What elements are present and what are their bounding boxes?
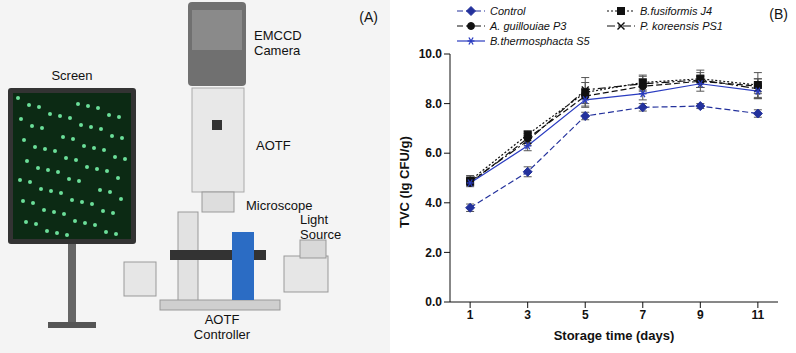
svg-text:2.0: 2.0 bbox=[425, 246, 442, 260]
svg-text:TVC (lg CFU/g): TVC (lg CFU/g) bbox=[397, 136, 412, 228]
svg-text:7: 7 bbox=[639, 308, 646, 322]
svg-text:AOTFController: AOTFController bbox=[194, 312, 251, 342]
html-text:Control: Control bbox=[490, 5, 526, 17]
svg-text:AOTF: AOTF bbox=[256, 138, 291, 153]
svg-text:3: 3 bbox=[524, 308, 531, 322]
html-text:P. koreensis PS1: P. koreensis PS1 bbox=[640, 20, 723, 32]
svg-text:Microscope: Microscope bbox=[246, 198, 312, 213]
html-text:B.fusiformis J4: B.fusiformis J4 bbox=[640, 5, 713, 17]
svg-text:Screen: Screen bbox=[51, 68, 92, 83]
svg-text:1: 1 bbox=[467, 308, 474, 322]
svg-text:EMCCDCamera: EMCCDCamera bbox=[254, 28, 302, 58]
svg-text:6.0: 6.0 bbox=[425, 146, 442, 160]
svg-text:9: 9 bbox=[697, 308, 704, 322]
svg-text:LightSource: LightSource bbox=[300, 212, 341, 242]
svg-text:4.0: 4.0 bbox=[425, 196, 442, 210]
html-text:B.thermosphacta S5: B.thermosphacta S5 bbox=[490, 35, 590, 47]
svg-text:0.0: 0.0 bbox=[425, 295, 442, 309]
svg-text:10.0: 10.0 bbox=[419, 47, 443, 61]
svg-text:11: 11 bbox=[752, 308, 765, 322]
svg-text:8.0: 8.0 bbox=[425, 97, 442, 111]
svg-text:5: 5 bbox=[582, 308, 589, 322]
html-text:A. guillouiae P3: A. guillouiae P3 bbox=[490, 20, 567, 32]
svg-text:(A): (A) bbox=[359, 9, 378, 25]
html-text:(B): (B) bbox=[769, 6, 788, 22]
svg-text:Storage time (days): Storage time (days) bbox=[554, 328, 675, 343]
